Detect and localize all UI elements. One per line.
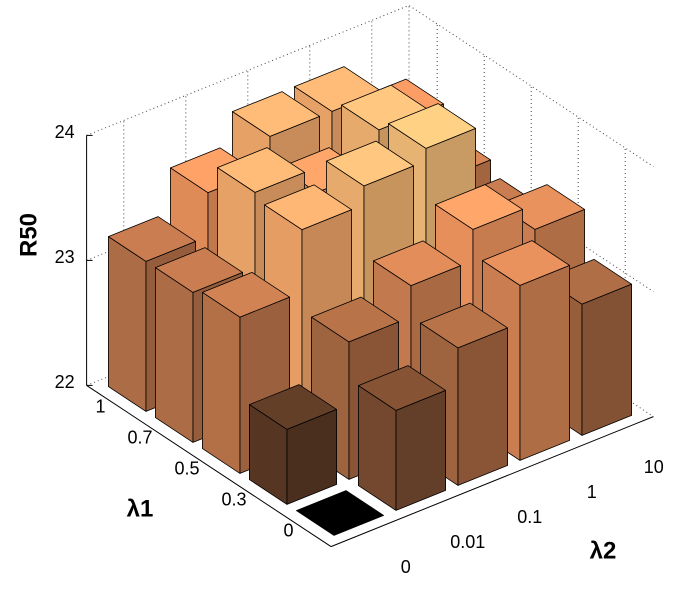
bar-top — [310, 296, 400, 343]
x-axis — [330, 416, 654, 548]
x-tick-label: 10 — [644, 457, 664, 477]
z-tick-label: 24 — [55, 122, 75, 142]
y-axis — [86, 384, 332, 548]
bar-top — [481, 240, 570, 286]
y-axis-title: λ1 — [127, 495, 154, 522]
y-tick-label: 0.5 — [174, 459, 199, 479]
bar-top — [231, 91, 321, 137]
y-tick-label: 0.7 — [127, 428, 152, 448]
bar-top — [419, 302, 509, 349]
y-tick-label: 0 — [283, 521, 293, 541]
bar-top — [295, 490, 385, 536]
z-axis-title: R50 — [15, 213, 42, 257]
z-tick-label: 22 — [55, 372, 75, 392]
bar-top — [154, 247, 244, 293]
bar-side — [108, 236, 147, 412]
bar-side — [154, 267, 194, 443]
bar-top — [201, 271, 291, 318]
bar-side — [519, 264, 570, 461]
x-axis-title: λ2 — [590, 537, 617, 564]
y-tick-label: 0.3 — [221, 490, 246, 510]
bar-top — [357, 365, 447, 411]
bar-top — [325, 140, 415, 187]
bar-top — [434, 184, 523, 230]
x-tick-label: 0.01 — [450, 532, 485, 552]
x-tick-label: 1 — [587, 482, 597, 502]
bar-side — [395, 389, 447, 511]
bar-side — [457, 327, 509, 486]
z-tick-label: 23 — [55, 247, 75, 267]
x-tick-label: 0.1 — [517, 507, 542, 527]
bar-side — [201, 291, 241, 474]
bar-side — [581, 283, 632, 436]
bar-top — [108, 216, 197, 262]
bar-top — [216, 147, 306, 193]
bar-top — [263, 184, 353, 231]
x-tick-label: 0 — [401, 557, 411, 577]
y-tick-label: 1 — [95, 397, 105, 417]
bar-top — [248, 384, 338, 430]
bar-top — [387, 103, 477, 149]
bar-top — [372, 240, 462, 287]
